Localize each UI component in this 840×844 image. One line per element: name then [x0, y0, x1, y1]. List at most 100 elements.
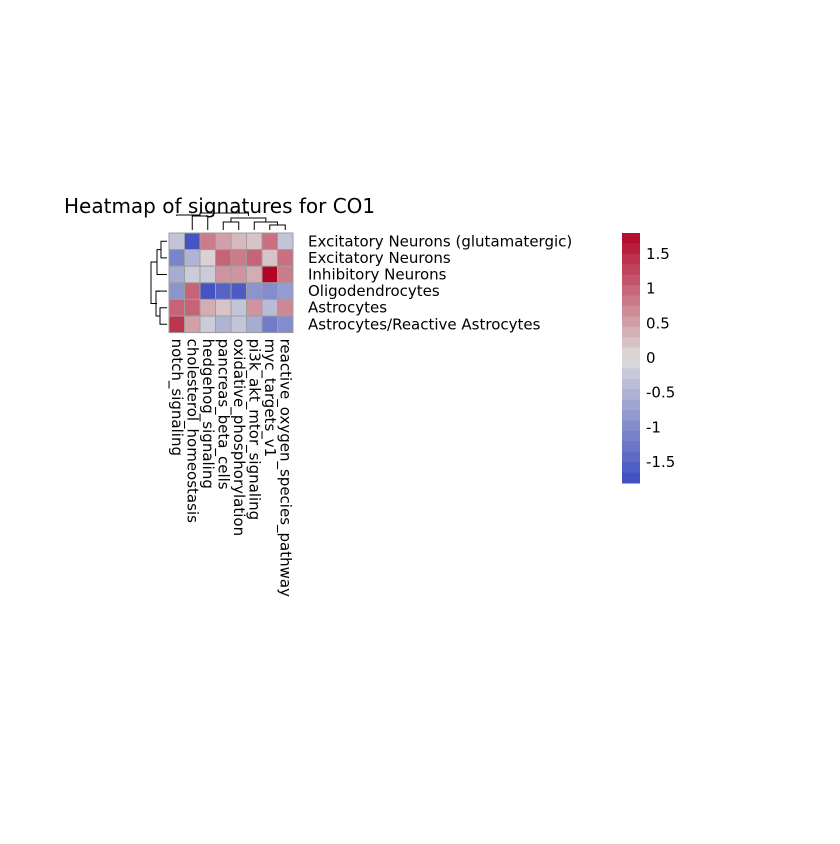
colorbar-segment: [622, 368, 640, 380]
row-label: Excitatory Neurons: [308, 249, 451, 267]
heatmap-cell: [230, 298, 247, 317]
colorbar-segment: [622, 274, 640, 286]
heatmap-cell: [246, 282, 263, 300]
heatmap-cell: [168, 232, 185, 251]
colorbar-segment: [622, 316, 640, 328]
colorbar-segment: [622, 305, 640, 317]
heatmap-cell: [199, 282, 216, 300]
colorbar-segment: [622, 295, 640, 307]
heatmap-cell: [199, 298, 216, 317]
colorbar-tick-label: -0.5: [646, 384, 675, 402]
heatmap-cell: [199, 315, 216, 334]
column-label: reactive_oxygen_species_pathway: [275, 339, 294, 597]
colorbar-segment: [622, 285, 640, 296]
colorbar-segment: [622, 233, 640, 244]
heatmap-cell: [277, 249, 294, 267]
colorbar-tick-label: -1.5: [646, 453, 675, 471]
heatmap-cells: [168, 232, 294, 334]
column-dendrogram-link: [230, 217, 267, 222]
colorbar-segment: [622, 472, 640, 484]
heatmap-cell: [184, 282, 201, 300]
column-dendrogram-link: [199, 212, 249, 216]
heatmap-cell: [184, 232, 201, 251]
colorbar-segment: [622, 337, 640, 349]
heatmap-cell: [261, 282, 278, 300]
heatmap-cell: [277, 315, 294, 334]
colorbar-segment: [622, 389, 640, 401]
heatmap-cell: [246, 298, 263, 317]
colorbar-segment: [622, 410, 640, 421]
heatmap-cell: [215, 315, 232, 334]
heatmap-cell: [230, 232, 247, 251]
colorbar-tick-label: 0: [646, 349, 656, 367]
column-label: myc_targets_v1: [260, 339, 279, 458]
row-labels: Excitatory Neurons (glutamatergic)Excita…: [308, 232, 572, 333]
heatmap-cell: [261, 298, 278, 317]
colorbar-segment: [622, 430, 640, 442]
colorbar-segment: [622, 441, 640, 453]
colorbar-segment: [622, 462, 640, 474]
heatmap-cell: [246, 265, 263, 284]
colorbar-segment: [622, 399, 640, 411]
heatmap-cell: [184, 298, 201, 317]
heatmap-cell: [168, 265, 185, 284]
heatmap-cell: [215, 282, 232, 300]
row-label: Astrocytes: [308, 299, 387, 317]
row-label: Oligodendrocytes: [308, 282, 440, 300]
row-label: Inhibitory Neurons: [308, 266, 447, 284]
column-label: notch_signaling: [167, 339, 186, 456]
colorbar-segment: [622, 264, 640, 276]
colorbar-tick-label: 1.5: [646, 245, 670, 263]
heatmap-cell: [184, 249, 201, 267]
heatmap-cell: [246, 232, 263, 251]
heatmap-cell: [277, 232, 294, 251]
row-dendrogram: [150, 240, 167, 325]
colorbar-segment: [622, 347, 640, 359]
heatmap-cell: [246, 315, 263, 334]
heatmap-cell: [277, 298, 294, 317]
heatmap-cell: [230, 265, 247, 284]
heatmap-cell: [261, 315, 278, 334]
colorbar-tick-label: -1: [646, 418, 661, 436]
colorbar-segment: [622, 420, 640, 432]
heatmap-cell: [230, 249, 247, 267]
heatmap-cell: [168, 298, 185, 317]
column-label: pi3k_akt_mtor_signaling: [244, 339, 263, 521]
heatmap-cell: [215, 298, 232, 317]
colorbar-segment: [622, 358, 640, 369]
row-dendrogram-link: [150, 261, 157, 305]
column-labels: notch_signalingcholesterol_homeostasishe…: [167, 339, 295, 597]
colorbar: -1.5 -1 -0.5 0 0.5 1 1.5: [622, 233, 675, 484]
heatmap-cell: [230, 282, 247, 300]
heatmap-cell: [215, 249, 232, 267]
colorbar-tick-label: 0.5: [646, 314, 670, 332]
heatmap-cell: [199, 232, 216, 251]
heatmap-cell: [168, 315, 185, 334]
column-label: hedgehog_signaling: [198, 339, 217, 489]
heatmap-cell: [199, 249, 216, 267]
heatmap-cell: [246, 249, 263, 267]
column-dendrogram: [176, 212, 286, 230]
heatmap-cell: [168, 249, 185, 267]
heatmap-cell: [184, 315, 201, 334]
row-label: Astrocytes/Reactive Astrocytes: [308, 315, 541, 333]
row-label: Excitatory Neurons (glutamatergic): [308, 232, 572, 250]
colorbar-segment: [622, 378, 640, 390]
heatmap-cell: [261, 265, 278, 284]
column-label: pancreas_beta_cells: [213, 339, 232, 490]
colorbar-segment: [622, 243, 640, 255]
colorbar-segment: [622, 326, 640, 338]
heatmap-cell: [277, 265, 294, 284]
heatmap-cell: [277, 282, 294, 300]
heatmap-cell: [215, 265, 232, 284]
chart-title: Heatmap of signatures for CO1: [64, 194, 375, 218]
heatmap-cell: [168, 282, 185, 300]
heatmap-cell: [199, 265, 216, 284]
heatmap-cell: [215, 232, 232, 251]
colorbar-segment: [622, 253, 640, 265]
column-label: cholesterol_homeostasis: [182, 339, 201, 524]
heatmap-cell: [261, 232, 278, 251]
